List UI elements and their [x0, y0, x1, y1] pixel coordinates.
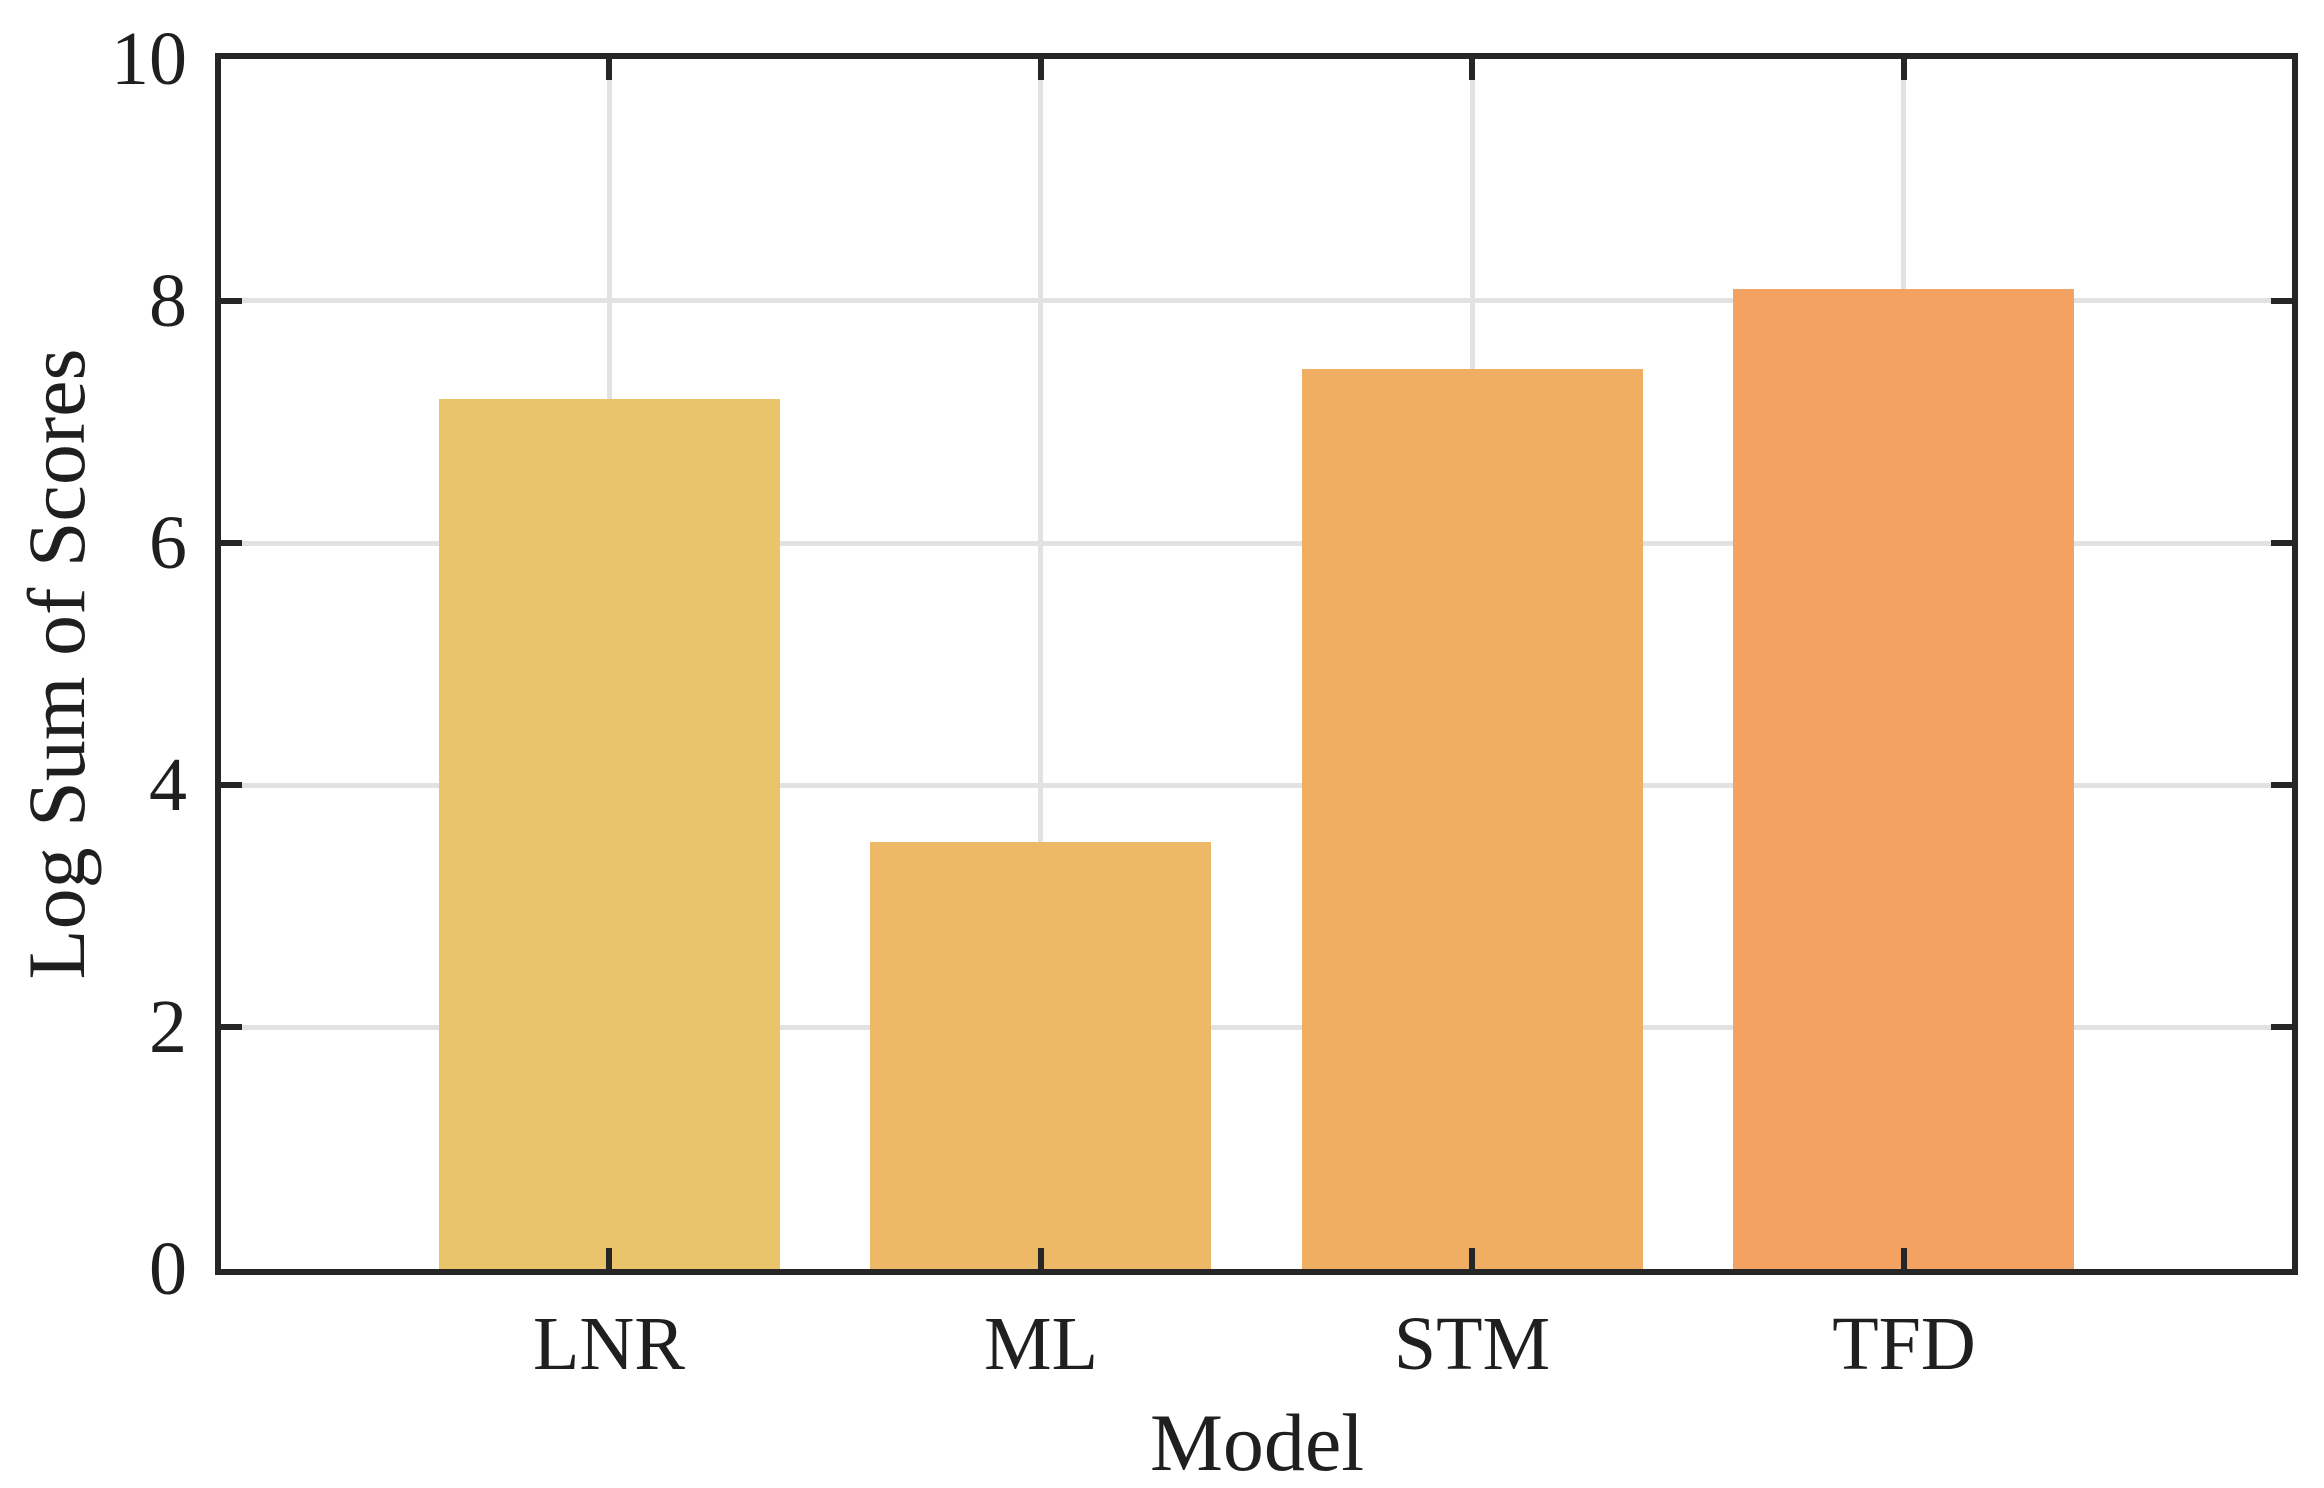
- y-tick-label: 6: [149, 501, 187, 585]
- y-tick-label: 0: [149, 1227, 187, 1311]
- y-tick-right: [2271, 540, 2292, 546]
- h-gridline: [221, 298, 2292, 303]
- y-tick-right: [2271, 298, 2292, 304]
- x-tick-top: [1901, 59, 1907, 80]
- x-tick-bottom: [606, 1248, 612, 1269]
- x-tick-top: [1469, 59, 1475, 80]
- y-tick-right: [2271, 782, 2292, 788]
- bar-tfd: [1733, 289, 2074, 1269]
- x-tick-label: LNR: [533, 1302, 685, 1386]
- y-tick-label: 10: [111, 17, 187, 101]
- x-tick-bottom: [1038, 1248, 1044, 1269]
- y-tick-label: 4: [149, 743, 187, 827]
- h-gridline: [221, 1025, 2292, 1030]
- y-tick-right: [2271, 1024, 2292, 1030]
- bar-stm: [1302, 369, 1643, 1269]
- y-tick-left: [221, 1024, 242, 1030]
- y-tick-label: 2: [149, 985, 187, 1069]
- y-axis-label: Log Sum of Scores: [11, 348, 102, 980]
- x-axis-label: Model: [1149, 1397, 1365, 1488]
- h-gridline: [221, 541, 2292, 546]
- y-tick-label: 8: [149, 259, 187, 343]
- x-tick-label: ML: [984, 1302, 1098, 1386]
- bar-ml: [870, 842, 1211, 1269]
- x-tick-bottom: [1469, 1248, 1475, 1269]
- y-tick-left: [221, 782, 242, 788]
- y-tick-left: [221, 298, 242, 304]
- h-gridline: [221, 783, 2292, 788]
- x-tick-bottom: [1901, 1248, 1907, 1269]
- y-tick-left: [221, 540, 242, 546]
- plot-area: [215, 53, 2298, 1275]
- x-tick-top: [606, 59, 612, 80]
- x-tick-label: TFD: [1832, 1302, 1976, 1386]
- x-tick-label: STM: [1393, 1302, 1551, 1386]
- x-tick-top: [1038, 59, 1044, 80]
- bar-lnr: [439, 399, 780, 1269]
- v-gridline: [1038, 59, 1043, 1269]
